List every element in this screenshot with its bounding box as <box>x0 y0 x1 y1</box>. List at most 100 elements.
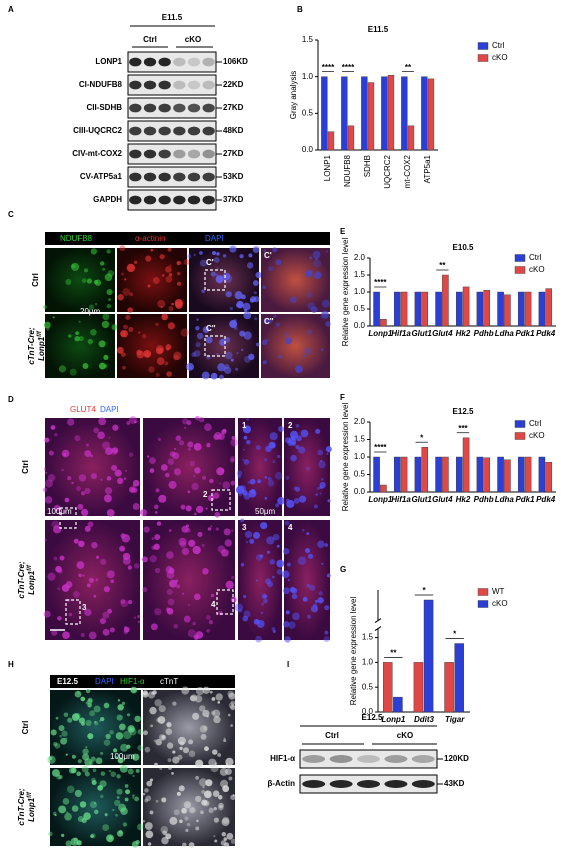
bar <box>497 291 504 327</box>
cell <box>195 415 200 421</box>
blot-band <box>411 755 435 763</box>
cell <box>130 686 138 694</box>
cell <box>221 549 229 557</box>
cell <box>321 562 324 565</box>
cell <box>214 511 221 518</box>
cell <box>173 447 177 451</box>
cell <box>177 271 181 276</box>
cell <box>115 813 118 817</box>
cell <box>156 521 162 526</box>
cell <box>201 789 206 794</box>
cell <box>42 487 48 493</box>
cell <box>316 486 320 490</box>
cell <box>65 840 72 847</box>
cell <box>149 706 157 715</box>
genotype-allele: f/f <box>27 791 33 798</box>
image-bg <box>45 418 140 516</box>
cell <box>199 259 208 267</box>
scale-bar-label: 100μm <box>47 507 72 516</box>
cell <box>145 795 152 802</box>
cell <box>123 730 132 740</box>
cell <box>193 350 201 357</box>
cell <box>105 733 111 740</box>
cell <box>193 593 201 601</box>
cell <box>47 755 56 764</box>
roi-box <box>204 335 226 357</box>
cell <box>74 789 82 798</box>
bar <box>524 456 532 493</box>
genotype-gene: Lonp1 <box>37 336 46 361</box>
box-label: 2 <box>203 490 208 499</box>
cell <box>229 306 233 311</box>
cell <box>272 630 276 633</box>
cell <box>78 474 87 482</box>
cell <box>216 252 220 256</box>
cell <box>76 771 81 777</box>
cell <box>155 799 159 803</box>
blot-band <box>129 126 142 136</box>
cell <box>139 509 148 517</box>
bar <box>347 125 355 151</box>
channel-label: α-actinin <box>135 234 165 243</box>
cell <box>43 321 51 329</box>
cell <box>137 620 141 623</box>
blot-band <box>356 780 381 788</box>
cell <box>124 469 127 472</box>
cell <box>323 636 330 643</box>
cell <box>123 477 127 481</box>
channel-label: DAPI <box>205 234 224 243</box>
cell <box>118 723 126 731</box>
panel-label: B <box>297 5 303 14</box>
blot-band <box>187 80 201 90</box>
cell <box>77 503 84 510</box>
cell <box>54 814 57 817</box>
channel-header <box>45 232 330 245</box>
cell <box>217 701 221 704</box>
bar <box>361 76 368 151</box>
cell <box>218 802 224 809</box>
cell <box>263 458 268 462</box>
cell <box>116 774 121 779</box>
image-bg <box>143 418 235 516</box>
cell <box>84 487 91 495</box>
cell <box>217 753 222 757</box>
cell <box>106 570 115 579</box>
cell <box>205 779 213 787</box>
cell <box>267 477 272 481</box>
cell <box>201 543 205 547</box>
cell <box>157 299 166 308</box>
cell <box>100 794 104 799</box>
bar <box>497 456 504 493</box>
significance-label: ** <box>405 63 412 72</box>
bar <box>462 286 470 327</box>
cell <box>230 700 236 706</box>
x-tick-label: Ddit3 <box>414 715 435 724</box>
legend-swatch <box>514 420 526 428</box>
cell <box>133 563 140 569</box>
cell <box>61 468 64 472</box>
cell <box>136 350 145 359</box>
cell <box>246 439 251 445</box>
cell <box>194 795 202 803</box>
cell <box>44 538 47 542</box>
y-tick-label: 1.5 <box>302 35 314 44</box>
chart-title: E11.5 <box>368 25 389 34</box>
cell <box>262 360 267 365</box>
cell <box>119 545 126 552</box>
cell <box>116 796 120 799</box>
cell <box>283 621 290 628</box>
cell <box>223 837 228 841</box>
significance-label: **** <box>374 443 387 452</box>
significance-label: **** <box>342 63 355 72</box>
cell <box>243 435 248 440</box>
cell <box>232 794 235 797</box>
blot-stage: E12.5 <box>362 713 383 722</box>
cell <box>186 362 194 371</box>
cell <box>194 512 197 516</box>
genotype-label: cTnT-Cre;Lonp1f/f <box>27 327 46 365</box>
cell <box>193 253 196 257</box>
cell <box>181 547 190 556</box>
panel-label: I <box>287 660 289 669</box>
cell <box>88 631 97 640</box>
y-tick-label: 0.0 <box>362 707 374 716</box>
